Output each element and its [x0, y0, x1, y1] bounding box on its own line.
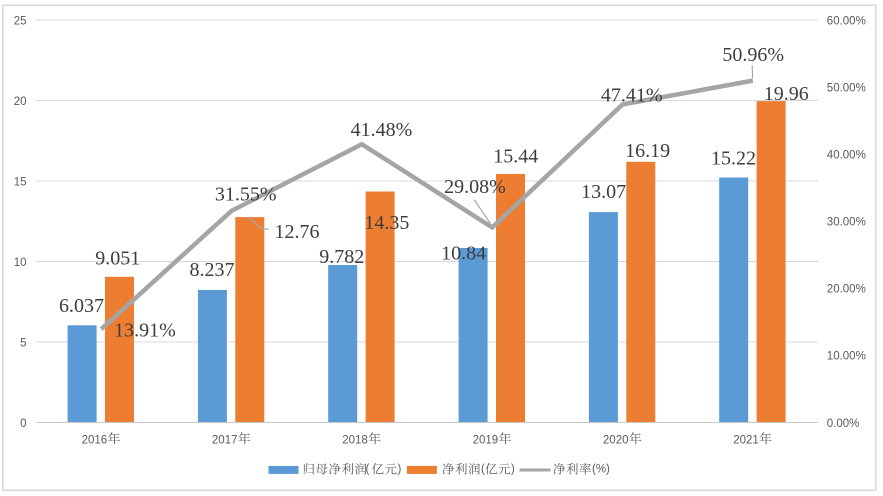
svg-text:2018: 2018 [342, 434, 368, 446]
svg-text:2020: 2020 [603, 434, 629, 446]
svg-text:2016: 2016 [82, 434, 108, 446]
svg-text:(%): (%) [592, 464, 610, 476]
svg-text:13.07: 13.07 [581, 181, 626, 203]
svg-text:8.237: 8.237 [190, 259, 235, 281]
svg-text:12.76: 12.76 [275, 221, 320, 243]
svg-text:30.00%: 30.00% [827, 217, 866, 229]
svg-text:): ) [398, 464, 402, 476]
svg-text:6.037: 6.037 [59, 295, 104, 317]
svg-text:2021: 2021 [733, 434, 759, 446]
svg-text:(: ( [366, 464, 370, 476]
svg-text:): ) [511, 464, 515, 476]
svg-text:10: 10 [14, 257, 27, 269]
svg-text:0.00%: 0.00% [827, 418, 860, 430]
svg-text:25: 25 [14, 15, 27, 27]
svg-text:15.22: 15.22 [711, 148, 756, 170]
svg-text:(: ( [481, 464, 485, 476]
svg-text:20.00%: 20.00% [827, 284, 866, 296]
svg-text:2017: 2017 [212, 434, 238, 446]
svg-text:9.051: 9.051 [95, 248, 140, 270]
svg-text:60.00%: 60.00% [827, 15, 866, 27]
svg-text:0: 0 [20, 418, 26, 430]
svg-text:16.19: 16.19 [625, 140, 670, 162]
svg-text:31.55%: 31.55% [215, 183, 277, 205]
svg-text:13.91%: 13.91% [114, 320, 176, 342]
svg-text:10.84: 10.84 [441, 243, 486, 265]
svg-text:15: 15 [14, 176, 27, 188]
svg-text:10.00%: 10.00% [827, 351, 866, 363]
svg-text:50.00%: 50.00% [827, 82, 866, 94]
svg-text:20: 20 [14, 96, 27, 108]
svg-text:29.08%: 29.08% [444, 176, 506, 198]
svg-text:47.41%: 47.41% [601, 85, 663, 107]
svg-text:5: 5 [20, 337, 26, 349]
svg-text:9.782: 9.782 [319, 246, 364, 268]
svg-text:40.00%: 40.00% [827, 150, 866, 162]
svg-text:15.44: 15.44 [493, 146, 538, 168]
svg-text:41.48%: 41.48% [351, 119, 413, 141]
svg-text:14.35: 14.35 [364, 212, 409, 234]
svg-text:19.96: 19.96 [764, 83, 809, 105]
svg-text:2019: 2019 [473, 434, 499, 446]
svg-text:50.96%: 50.96% [722, 44, 784, 66]
